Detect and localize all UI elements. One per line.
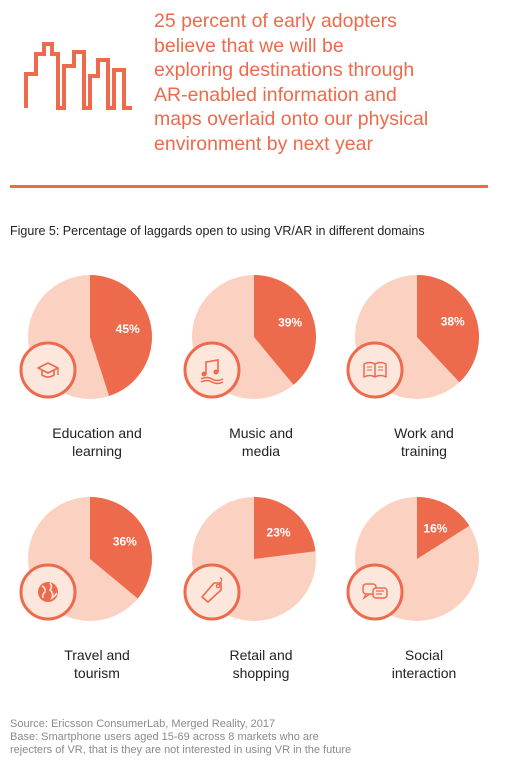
category-label-line: Education and (52, 425, 142, 441)
chat-bubbles-icon (362, 583, 388, 600)
headline-line: maps overlaid onto our physical (154, 108, 429, 130)
category-label-line: interaction (391, 665, 457, 681)
pie-slice-value (90, 497, 152, 599)
source-note: Source: Ericsson ConsumerLab, Merged Rea… (10, 718, 500, 757)
category-label: Social interaction (341, 646, 506, 682)
icon-badge (19, 341, 77, 399)
category-label-line: training (401, 443, 447, 459)
pie-svg: 16% (346, 497, 479, 621)
category-label-line: Retail and (229, 647, 293, 663)
category-label-line: shopping (232, 665, 290, 681)
category-label-line: learning (72, 443, 122, 459)
book-icon (363, 361, 387, 378)
pie-slice-value (417, 275, 479, 383)
city-skyline-icon (24, 42, 132, 110)
icon-badge (183, 563, 241, 621)
headline-line: AR-enabled information and (154, 83, 397, 106)
base-line: Base: Smartphone users aged 15-69 across… (10, 731, 319, 743)
source-line: Source: Ericsson ConsumerLab, Merged Rea… (10, 718, 276, 730)
category-label: Retail and shopping (178, 646, 344, 682)
category-label: Education and learning (14, 424, 180, 460)
pie-svg: 23% (183, 497, 316, 621)
category-label: Work and training (341, 424, 506, 460)
globe-icon (38, 582, 58, 602)
data-label: 36% (113, 535, 137, 549)
pie-svg: 36% (19, 497, 152, 621)
figure-title: Figure 5: Percentage of laggards open to… (10, 224, 425, 238)
headline-line: believe that we will be (154, 34, 344, 57)
price-tag-icon (201, 577, 223, 603)
category-label: Travel and tourism (14, 646, 180, 682)
graduation-cap-icon (37, 362, 59, 378)
pie-svg: 45% (19, 275, 152, 399)
base-line: rejecters of VR, that is they are not in… (10, 744, 352, 756)
category-label-line: Music and (229, 425, 293, 441)
category-label-line: Travel and (64, 647, 130, 663)
headline-line: 25 percent of early adopters (154, 10, 397, 32)
headline: 25 percent of early adopters believe tha… (154, 9, 494, 156)
headline-line: environment by next year (154, 132, 373, 155)
pie-slice-value (254, 497, 316, 559)
data-label: 39% (278, 316, 302, 330)
divider-rule (10, 185, 488, 188)
data-label: 23% (267, 526, 291, 540)
pie-slice-value (90, 275, 152, 396)
icon-badge (183, 341, 241, 399)
category-label: Music and media (178, 424, 344, 460)
data-label: 38% (441, 315, 465, 329)
category-label-line: media (241, 443, 281, 459)
headline-line: exploring destinations through (154, 59, 415, 81)
category-label-line: Social (404, 647, 444, 663)
pie-svg: 38% (346, 275, 479, 399)
pie-svg: 39% (183, 275, 316, 399)
music-note-icon (200, 359, 224, 385)
data-label: 16% (423, 521, 447, 535)
data-label: 45% (116, 322, 140, 336)
category-label-line: tourism (74, 665, 120, 681)
pie-slice-value (254, 275, 316, 385)
pie-slice-value (417, 497, 470, 559)
category-label-line: Work and (394, 425, 454, 441)
